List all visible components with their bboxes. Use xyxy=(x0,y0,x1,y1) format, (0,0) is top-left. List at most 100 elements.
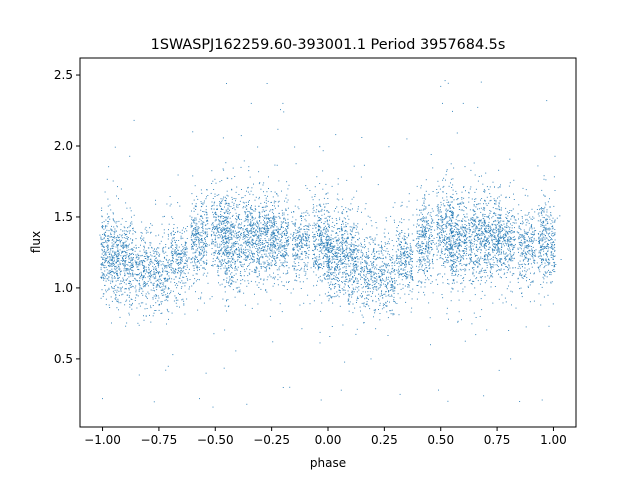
data-point xyxy=(236,219,238,221)
data-point xyxy=(374,255,376,257)
data-point xyxy=(358,258,360,260)
data-point xyxy=(304,266,305,268)
data-point xyxy=(321,243,323,244)
data-point xyxy=(265,224,267,226)
data-point xyxy=(179,275,181,277)
data-point xyxy=(253,271,255,273)
data-point xyxy=(324,217,326,219)
data-point xyxy=(116,300,118,302)
data-point xyxy=(230,256,232,258)
data-point xyxy=(367,269,369,270)
data-point xyxy=(338,228,340,230)
data-point xyxy=(207,233,209,235)
data-point xyxy=(261,256,263,258)
data-point xyxy=(285,233,287,235)
data-point xyxy=(232,223,234,224)
data-point xyxy=(219,250,221,252)
data-point xyxy=(124,234,126,236)
data-point xyxy=(225,254,227,256)
data-point xyxy=(265,225,267,227)
data-point xyxy=(106,242,108,244)
data-point xyxy=(194,236,196,238)
data-point xyxy=(228,282,229,284)
data-point xyxy=(144,308,146,310)
data-point xyxy=(240,224,242,226)
data-point xyxy=(227,257,229,259)
data-point xyxy=(152,297,154,299)
data-point xyxy=(340,241,342,243)
data-point xyxy=(392,258,394,260)
data-point xyxy=(270,276,272,278)
data-point xyxy=(218,258,220,260)
data-point xyxy=(294,259,296,260)
data-point xyxy=(184,253,186,255)
data-point xyxy=(177,249,179,251)
data-point xyxy=(390,273,392,275)
data-point xyxy=(119,274,121,276)
data-point xyxy=(352,259,354,261)
data-point xyxy=(124,264,126,266)
data-point xyxy=(267,217,269,219)
data-point xyxy=(165,285,167,287)
data-point xyxy=(193,265,195,267)
data-point xyxy=(269,248,271,250)
data-point xyxy=(145,303,147,305)
data-point xyxy=(302,234,304,236)
data-point xyxy=(144,241,146,243)
data-point xyxy=(387,278,389,280)
data-point xyxy=(352,258,353,260)
data-point xyxy=(340,245,342,247)
data-point xyxy=(374,239,376,241)
data-point xyxy=(154,290,155,292)
data-point xyxy=(104,253,106,255)
data-point xyxy=(270,226,272,228)
data-point xyxy=(330,243,332,245)
data-point xyxy=(337,234,339,236)
data-point xyxy=(313,206,315,208)
data-point xyxy=(321,239,323,241)
data-point xyxy=(119,262,121,264)
data-point xyxy=(273,202,275,204)
data-point xyxy=(323,250,325,252)
data-point xyxy=(357,297,359,299)
data-point xyxy=(394,301,396,302)
data-point xyxy=(230,232,232,234)
data-point xyxy=(158,261,160,263)
data-point xyxy=(173,268,175,270)
data-point xyxy=(328,256,330,258)
data-point xyxy=(105,280,107,282)
data-point xyxy=(381,295,383,296)
data-point xyxy=(163,277,165,279)
data-point xyxy=(266,242,268,244)
data-point xyxy=(253,253,255,254)
data-point xyxy=(153,278,155,280)
data-point xyxy=(313,250,315,252)
data-point xyxy=(286,245,288,247)
data-point xyxy=(317,215,319,217)
data-point xyxy=(250,190,252,192)
data-point xyxy=(344,254,346,256)
data-point xyxy=(237,204,239,206)
data-point xyxy=(229,279,231,281)
data-point xyxy=(146,282,148,284)
data-point xyxy=(222,168,224,170)
data-point xyxy=(362,253,364,255)
data-point xyxy=(277,279,279,281)
data-point xyxy=(265,205,267,207)
data-point xyxy=(248,224,250,226)
data-point xyxy=(224,200,226,201)
data-point xyxy=(390,287,392,288)
data-point xyxy=(373,284,375,285)
data-point xyxy=(166,297,168,299)
data-point xyxy=(197,226,199,228)
data-point xyxy=(277,205,279,207)
data-point xyxy=(249,252,251,254)
data-point xyxy=(220,250,222,252)
data-point xyxy=(165,246,167,248)
data-point xyxy=(221,238,223,240)
data-point xyxy=(101,222,103,224)
data-point xyxy=(118,268,120,270)
data-point xyxy=(220,202,221,204)
data-point xyxy=(177,270,179,271)
data-point xyxy=(300,288,302,289)
